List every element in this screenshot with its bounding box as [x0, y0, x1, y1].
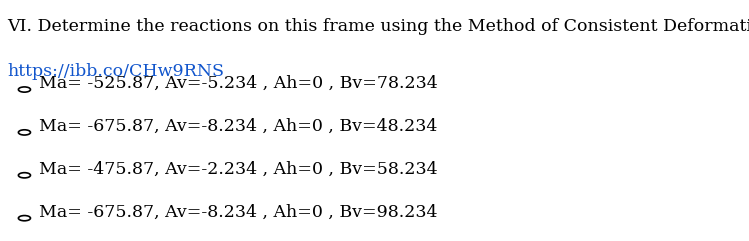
- Text: VI. Determine the reactions on this frame using the Method of Consistent Deforma: VI. Determine the reactions on this fram…: [7, 18, 749, 35]
- Text: Ma= -675.87, Av=-8.234 , Ah=0 , Bv=48.234: Ma= -675.87, Av=-8.234 , Ah=0 , Bv=48.23…: [39, 118, 437, 135]
- Text: Ma= -475.87, Av=-2.234 , Ah=0 , Bv=58.234: Ma= -475.87, Av=-2.234 , Ah=0 , Bv=58.23…: [39, 161, 437, 178]
- Text: Ma= -525.87, Av=-5.234 , Ah=0 , Bv=78.234: Ma= -525.87, Av=-5.234 , Ah=0 , Bv=78.23…: [39, 75, 437, 92]
- Text: Ma= -675.87, Av=-8.234 , Ah=0 , Bv=98.234: Ma= -675.87, Av=-8.234 , Ah=0 , Bv=98.23…: [39, 204, 437, 221]
- Text: https://ibb.co/CHw9RNS: https://ibb.co/CHw9RNS: [7, 63, 224, 80]
